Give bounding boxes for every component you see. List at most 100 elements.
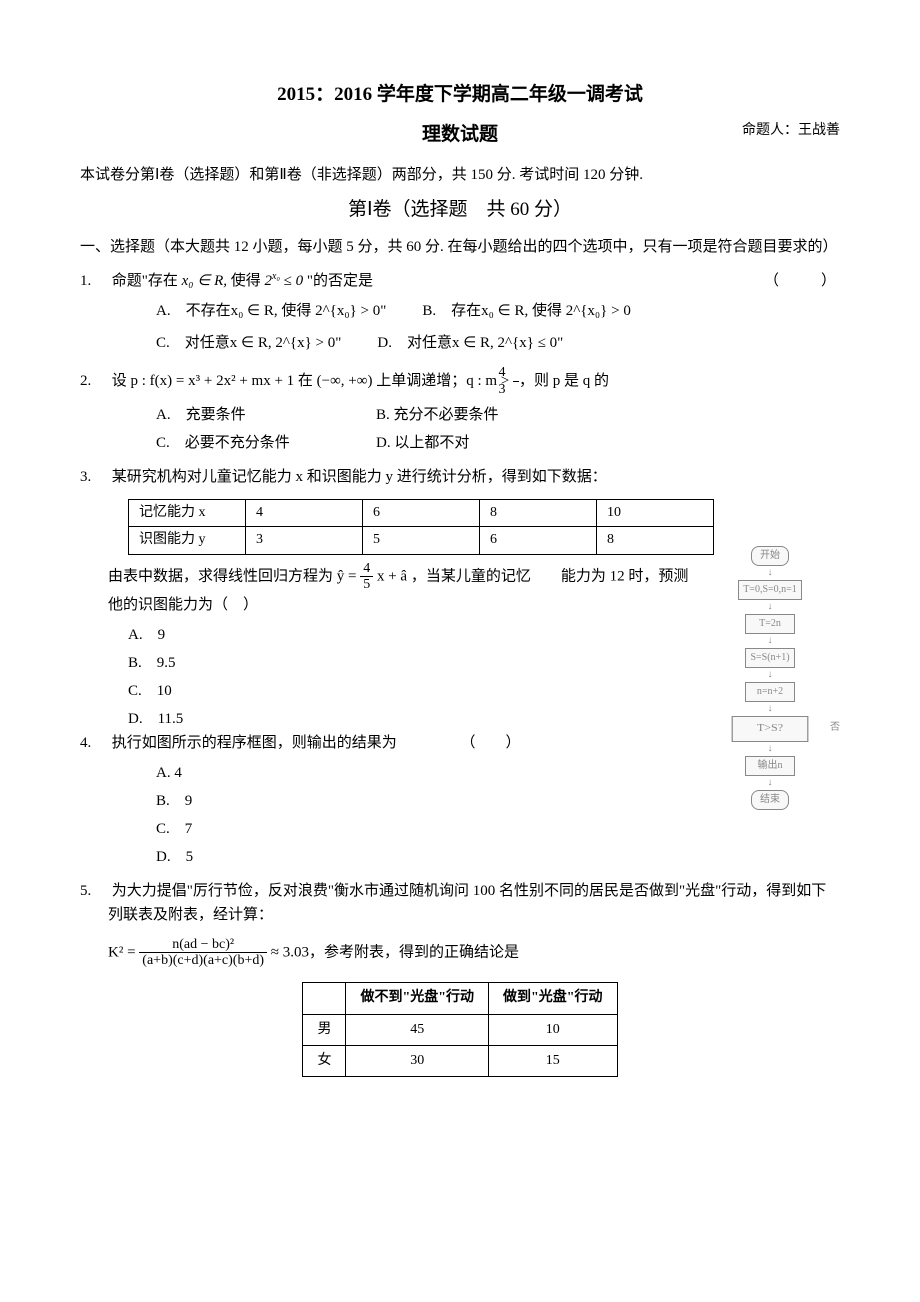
subtitle-row: 理数试题 命题人：王战善 xyxy=(80,120,840,150)
q1-text-post: "的否定是 xyxy=(307,273,373,289)
cell: 记忆能力 x xyxy=(129,499,246,526)
q2-num: 2. xyxy=(80,369,108,393)
q1-optD: D. 对任意x ∈ R, 2^{x} ≤ 0" xyxy=(377,331,563,355)
q1-text: 命题"存在 x₀ ∈ R, 使得 2x₀ ≤ 0 "的否定是 xyxy=(112,273,373,289)
flow-no-label: 否 xyxy=(830,720,840,736)
q5-formula: K² = n(ad − bc)²(a+b)(c+d)(a+c)(b+d) ≈ 3… xyxy=(80,937,840,969)
q5-text: 为大力提倡"厉行节俭，反对浪费"衡水市通过随机询问 100 名性别不同的居民是否… xyxy=(108,883,826,923)
q1-math2: 2x₀ ≤ 0 xyxy=(265,273,304,289)
q3-optB: B. 9.5 xyxy=(128,651,692,675)
author-label: 命题人：王战善 xyxy=(742,120,840,142)
q1-text-mid: 使得 xyxy=(231,273,261,289)
flow-decision: T>S? xyxy=(732,716,809,742)
q3-frac-den: 5 xyxy=(360,577,373,592)
cell: 3 xyxy=(246,527,363,554)
cell: 6 xyxy=(363,499,480,526)
q2-text-a: 设 p : f(x) = x³ + 2x² + mx + 1 在 (−∞, +∞… xyxy=(112,373,513,389)
cell: 15 xyxy=(489,1046,618,1077)
q1-optB: B. 存在x₀ ∈ R, 使得 2^{x₀} > 0 xyxy=(422,299,630,323)
cell: 10 xyxy=(597,499,714,526)
cell: 4 xyxy=(246,499,363,526)
table-row: 记忆能力 x 4 6 8 10 xyxy=(129,499,714,526)
exam-intro: 本试卷分第Ⅰ卷（选择题）和第Ⅱ卷（非选择题）两部分，共 150 分. 考试时间 … xyxy=(80,163,840,187)
q3-frac-num: 4 xyxy=(360,561,373,577)
q5-formula-frac: n(ad − bc)²(a+b)(c+d)(a+c)(b+d) xyxy=(139,937,267,969)
cell: 识图能力 y xyxy=(129,527,246,554)
cell: 10 xyxy=(489,1014,618,1045)
q2-optD: D. 以上都不对 xyxy=(376,431,596,455)
answer-bracket: （ ） xyxy=(792,269,840,293)
flow-arrow-icon: ↓ xyxy=(700,779,840,787)
flow-arrow-icon: ↓ xyxy=(700,569,840,577)
flow-arrow-icon: ↓ xyxy=(700,745,840,753)
cell: 6 xyxy=(480,527,597,554)
section1-title: 第Ⅰ卷（选择题 共 60 分） xyxy=(80,195,840,225)
q4-optA: A. 4 xyxy=(156,761,692,785)
flow-step1: T=2n xyxy=(745,614,795,634)
q5-formula-den: (a+b)(c+d)(a+c)(b+d) xyxy=(139,953,267,968)
q3-text2a: 由表中数据，求得线性回归方程为 ŷ = xyxy=(108,568,360,584)
cell: 45 xyxy=(346,1014,489,1045)
q1-options: A. 不存在x₀ ∈ R, 使得 2^{x₀} > 0" B. 存在x₀ ∈ R… xyxy=(108,299,840,355)
flow-arrow-icon: ↓ xyxy=(700,637,840,645)
q2-optB: B. 充分不必要条件 xyxy=(376,403,596,427)
cell: 30 xyxy=(346,1046,489,1077)
question-3: 3. 某研究机构对儿童记忆能力 x 和识图能力 y 进行统计分析，得到如下数据： xyxy=(80,465,840,489)
cell xyxy=(303,983,346,1014)
q3-optC: C. 10 xyxy=(128,679,692,703)
question-5: 5. 为大力提倡"厉行节俭，反对浪费"衡水市通过随机询问 100 名性别不同的居… xyxy=(80,879,840,927)
q3-frac: 45 xyxy=(360,561,373,593)
cell: 8 xyxy=(597,527,714,554)
q3-optA: A. 9 xyxy=(128,623,692,647)
answer-bracket: （ ） xyxy=(461,735,521,751)
q1-text-pre: 命题"存在 xyxy=(112,273,178,289)
flow-arrow-icon: ↓ xyxy=(700,603,840,611)
cell: 做不到"光盘"行动 xyxy=(346,983,489,1014)
q4-text: 执行如图所示的程序框图，则输出的结果为 xyxy=(112,735,397,751)
cell: 男 xyxy=(303,1014,346,1045)
table-row: 做不到"光盘"行动 做到"光盘"行动 xyxy=(303,983,617,1014)
q3-optD: D. 11.5 xyxy=(128,707,692,731)
q4-options: A. 4 B. 9 C. 7 D. 5 xyxy=(108,761,692,869)
flow-arrow-icon: ↓ xyxy=(700,671,840,679)
flow-arrow-icon: ↓ xyxy=(700,705,840,713)
q1-optA: A. 不存在x₀ ∈ R, 使得 2^{x₀} > 0" xyxy=(156,299,386,323)
q4-num: 4. xyxy=(80,731,108,755)
flow-end: 结束 xyxy=(751,790,789,810)
table-row: 男 45 10 xyxy=(303,1014,617,1045)
q5-table: 做不到"光盘"行动 做到"光盘"行动 男 45 10 女 30 15 xyxy=(302,982,617,1077)
q4-optC: C. 7 xyxy=(156,817,692,841)
main-title: 2015：2016 学年度下学期高二年级一调考试 xyxy=(80,80,840,110)
q2-text: 设 p : f(x) = x³ + 2x² + mx + 1 在 (−∞, +∞… xyxy=(112,373,609,389)
q5-formula-lhs: K² = xyxy=(108,944,139,960)
question-1: 1. 命题"存在 x₀ ∈ R, 使得 2x₀ ≤ 0 "的否定是 （ ） A.… xyxy=(80,269,840,355)
flowchart: 开始 ↓ T=0,S=0,n=1 ↓ T=2n ↓ S=S(n+1) ↓ n=n… xyxy=(700,543,840,813)
q5-formula-num: n(ad − bc)² xyxy=(139,937,267,953)
cell: 5 xyxy=(363,527,480,554)
q3-table: 记忆能力 x 4 6 8 10 识图能力 y 3 5 6 8 xyxy=(128,499,714,555)
cell: 8 xyxy=(480,499,597,526)
q3-text: 某研究机构对儿童记忆能力 x 和识图能力 y 进行统计分析，得到如下数据： xyxy=(112,469,607,485)
section1-instr: 一、选择题（本大题共 12 小题，每小题 5 分，共 60 分. 在每小题给出的… xyxy=(80,235,840,259)
flow-init: T=0,S=0,n=1 xyxy=(738,580,802,600)
q4-optB: B. 9 xyxy=(156,789,692,813)
flow-start: 开始 xyxy=(751,546,789,566)
q3-num: 3. xyxy=(80,465,108,489)
flow-step2: S=S(n+1) xyxy=(745,648,795,668)
q1-math1: x₀ ∈ R, xyxy=(182,273,227,289)
flow-output: 输出n xyxy=(745,756,795,776)
question-2: 2. 设 p : f(x) = x³ + 2x² + mx + 1 在 (−∞,… xyxy=(80,365,840,455)
q3-options: A. 9 B. 9.5 C. 10 D. 11.5 xyxy=(80,623,692,731)
q1-optC: C. 对任意x ∈ R, 2^{x} > 0" xyxy=(156,331,341,355)
sub-title: 理数试题 xyxy=(422,120,498,150)
q2-text-b: ，则 p 是 q 的 xyxy=(519,373,609,389)
cell: 做到"光盘"行动 xyxy=(489,983,618,1014)
q1-num: 1. xyxy=(80,269,108,293)
q4-optD: D. 5 xyxy=(156,845,692,869)
cell: 女 xyxy=(303,1046,346,1077)
q2-optA: A. 充要条件 xyxy=(156,403,376,427)
q5-formula-rhs: ≈ 3.03，参考附表，得到的正确结论是 xyxy=(267,944,519,960)
table-row: 识图能力 y 3 5 6 8 xyxy=(129,527,714,554)
table-row: 女 30 15 xyxy=(303,1046,617,1077)
flow-step3: n=n+2 xyxy=(745,682,795,702)
